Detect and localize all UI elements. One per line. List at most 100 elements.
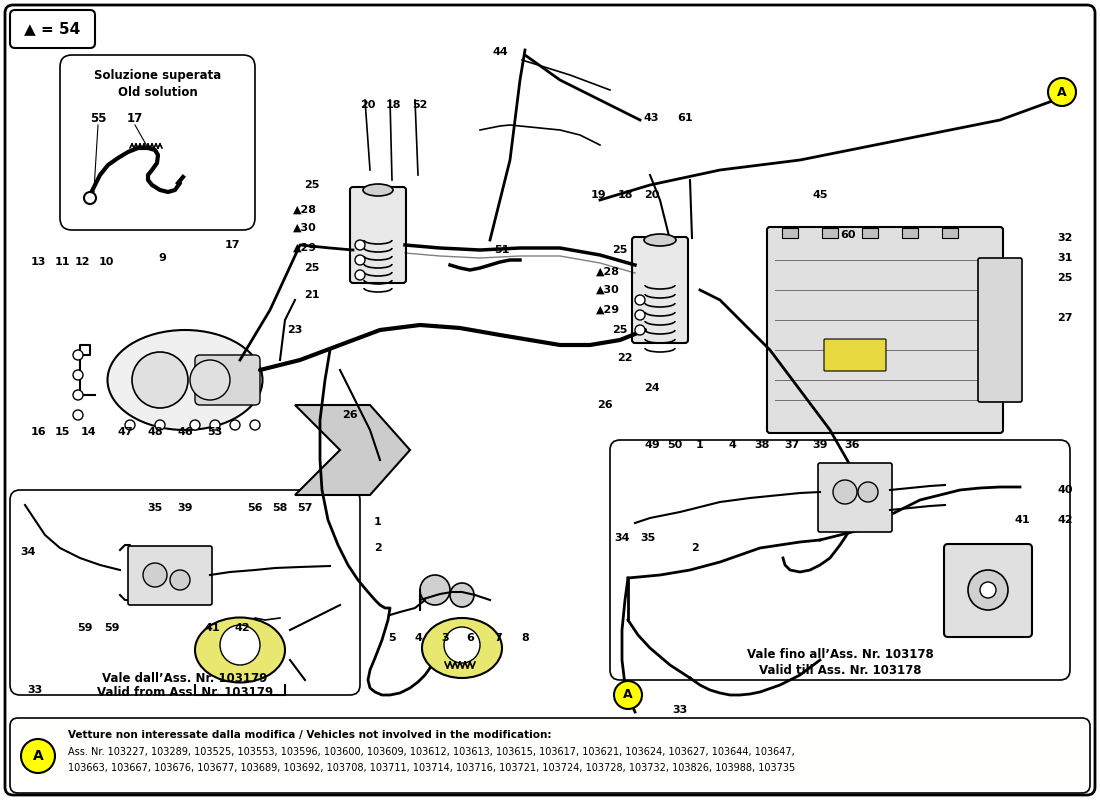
Text: 48: 48 — [147, 427, 163, 437]
Text: 7: 7 — [494, 633, 502, 643]
Text: Valid from Ass. Nr. 103179: Valid from Ass. Nr. 103179 — [97, 686, 273, 699]
Circle shape — [170, 570, 190, 590]
Text: Vale fino all’Ass. Nr. 103178: Vale fino all’Ass. Nr. 103178 — [747, 649, 934, 662]
Text: 20: 20 — [361, 100, 376, 110]
Text: 55: 55 — [90, 111, 107, 125]
Ellipse shape — [363, 184, 393, 196]
Text: 43: 43 — [644, 113, 659, 123]
Text: 35: 35 — [640, 533, 656, 543]
Text: Vetture non interessate dalla modifica / Vehicles not involved in the modificati: Vetture non interessate dalla modifica /… — [68, 730, 551, 740]
Text: 9: 9 — [158, 253, 166, 263]
FancyBboxPatch shape — [818, 463, 892, 532]
Text: 31: 31 — [1057, 253, 1072, 263]
Circle shape — [190, 420, 200, 430]
Text: 52: 52 — [412, 100, 428, 110]
Text: 10: 10 — [98, 257, 113, 267]
Circle shape — [132, 352, 188, 408]
Text: 50: 50 — [668, 440, 683, 450]
FancyBboxPatch shape — [10, 490, 360, 695]
Ellipse shape — [108, 330, 263, 430]
Text: 18: 18 — [385, 100, 400, 110]
Text: 5: 5 — [388, 633, 396, 643]
FancyBboxPatch shape — [195, 355, 260, 405]
Text: 4: 4 — [414, 633, 422, 643]
Text: 6: 6 — [466, 633, 474, 643]
Circle shape — [355, 270, 365, 280]
Text: 47: 47 — [118, 427, 133, 437]
Text: 36: 36 — [845, 440, 860, 450]
Text: 1: 1 — [696, 440, 704, 450]
Ellipse shape — [195, 618, 285, 682]
Text: ▲29: ▲29 — [293, 243, 317, 253]
Text: Vale dall’Ass. Nr. 103179: Vale dall’Ass. Nr. 103179 — [102, 671, 267, 685]
Text: EUROSPARES: EUROSPARES — [249, 243, 851, 617]
Text: 26: 26 — [342, 410, 358, 420]
Circle shape — [355, 255, 365, 265]
Circle shape — [210, 420, 220, 430]
Text: 34: 34 — [614, 533, 629, 543]
Text: 53: 53 — [208, 427, 222, 437]
Text: 18: 18 — [617, 190, 632, 200]
Text: ▲ = 54: ▲ = 54 — [24, 22, 80, 37]
Text: 45: 45 — [812, 190, 827, 200]
Text: 25: 25 — [613, 325, 628, 335]
Text: 58: 58 — [273, 503, 288, 513]
Text: 59: 59 — [104, 623, 120, 633]
Circle shape — [635, 310, 645, 320]
Text: Ass. Nr. 103227, 103289, 103525, 103553, 103596, 103600, 103609, 103612, 103613,: Ass. Nr. 103227, 103289, 103525, 103553,… — [68, 747, 794, 757]
Text: 61: 61 — [678, 113, 693, 123]
Text: 49: 49 — [645, 440, 660, 450]
Text: 17: 17 — [224, 240, 240, 250]
Text: 14: 14 — [80, 427, 96, 437]
Text: 2: 2 — [691, 543, 698, 553]
Circle shape — [190, 360, 230, 400]
Text: 46: 46 — [177, 427, 192, 437]
Circle shape — [980, 582, 996, 598]
Text: 12: 12 — [75, 257, 90, 267]
Text: 27: 27 — [1057, 313, 1072, 323]
FancyBboxPatch shape — [824, 339, 886, 371]
Text: Old solution: Old solution — [118, 86, 198, 98]
FancyBboxPatch shape — [767, 227, 1003, 433]
Text: 21: 21 — [305, 290, 320, 300]
FancyBboxPatch shape — [6, 5, 1094, 795]
Text: 25: 25 — [613, 245, 628, 255]
Text: 13: 13 — [31, 257, 46, 267]
Text: A: A — [1057, 86, 1067, 98]
Circle shape — [73, 410, 82, 420]
Circle shape — [614, 681, 642, 709]
Circle shape — [355, 240, 365, 250]
Text: 42: 42 — [1057, 515, 1072, 525]
FancyBboxPatch shape — [632, 237, 688, 343]
Polygon shape — [295, 405, 410, 495]
FancyBboxPatch shape — [350, 187, 406, 283]
Circle shape — [250, 420, 260, 430]
FancyBboxPatch shape — [610, 440, 1070, 680]
Text: 20: 20 — [645, 190, 660, 200]
Bar — [782, 228, 797, 238]
Bar — [862, 228, 878, 238]
FancyBboxPatch shape — [128, 546, 212, 605]
Text: ▲30: ▲30 — [596, 285, 620, 295]
Text: A: A — [624, 689, 632, 702]
Ellipse shape — [644, 234, 676, 246]
Text: 19: 19 — [591, 190, 606, 200]
Text: 11: 11 — [54, 257, 69, 267]
Text: Soluzione superata: Soluzione superata — [95, 69, 221, 82]
Text: 22: 22 — [617, 353, 632, 363]
Text: 51: 51 — [494, 245, 509, 255]
Text: 16: 16 — [30, 427, 46, 437]
FancyBboxPatch shape — [10, 10, 95, 48]
Text: 3: 3 — [441, 633, 449, 643]
Text: 1: 1 — [374, 517, 382, 527]
Text: 26: 26 — [597, 400, 613, 410]
Text: 41: 41 — [205, 623, 220, 633]
Text: 34: 34 — [20, 547, 35, 557]
Text: 39: 39 — [812, 440, 827, 450]
Text: 38: 38 — [755, 440, 770, 450]
Text: Valid till Ass. Nr. 103178: Valid till Ass. Nr. 103178 — [759, 663, 922, 677]
Circle shape — [84, 192, 96, 204]
Text: 59: 59 — [77, 623, 92, 633]
Circle shape — [73, 390, 82, 400]
Circle shape — [858, 482, 878, 502]
